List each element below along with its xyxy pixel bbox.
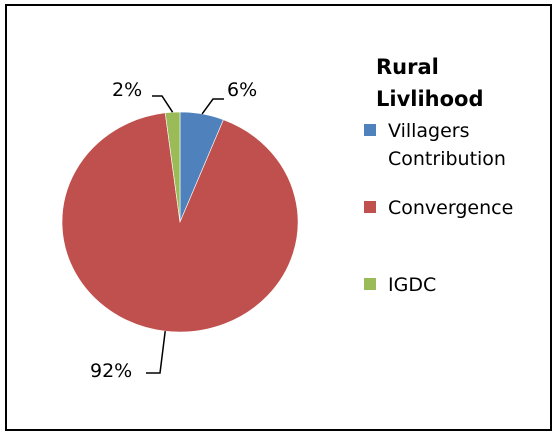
legend-swatch-convergence [364,201,376,213]
pie-slice-igdc [164,111,181,223]
pie-slices [61,111,299,333]
data-label-igdc: 2% [112,79,142,101]
legend-title-line-2: Livlihood [376,87,484,111]
leader-line-villagers-contribution [201,98,224,115]
data-label-villagers-contribution: 6% [227,79,257,101]
legend-label-villagers-line-1: Villagers [388,120,470,142]
leader-line-igdc [152,95,174,113]
data-label-convergence: 92% [90,360,132,382]
legend-swatch-igdc [364,278,376,290]
legend-label-villagers-line-2: Contribution [388,148,506,170]
legend: Villagers Contribution Convergence IGDC [364,120,513,296]
legend-label-convergence: Convergence [388,197,513,219]
legend-swatch-villagers-contribution [364,124,376,136]
label-leader-lines [146,95,224,374]
legend-label-igdc: IGDC [388,274,436,296]
legend-title-line-1: Rural [376,55,439,79]
leader-line-convergence [146,331,166,374]
